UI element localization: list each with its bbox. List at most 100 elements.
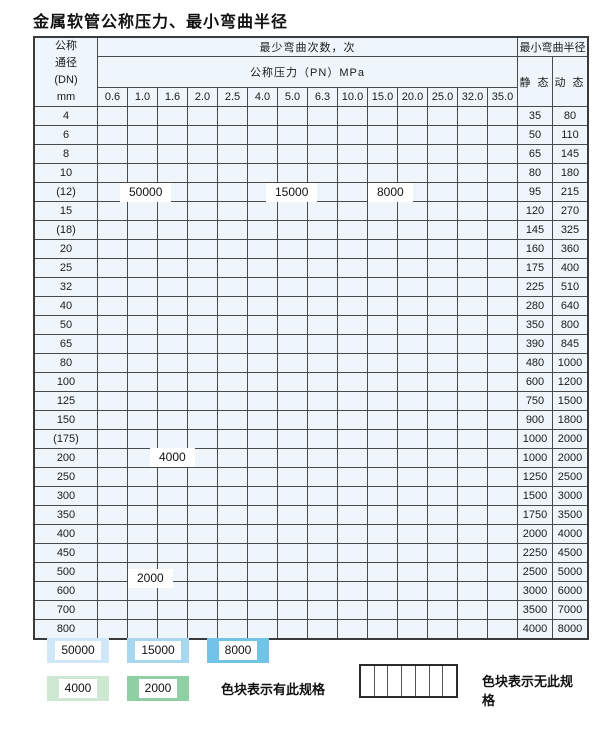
spec-cell-empty xyxy=(367,619,398,640)
spec-cell-filled xyxy=(277,277,308,297)
spec-cell-filled xyxy=(247,163,278,183)
spec-cell-empty xyxy=(337,296,368,316)
spec-cell-empty xyxy=(337,448,368,468)
spec-cell-filled xyxy=(367,106,398,126)
static-radius-value: 160 xyxy=(517,239,553,259)
spec-cell-filled xyxy=(397,163,428,183)
legend-swatch: 15000 xyxy=(127,638,189,663)
spec-cell-filled xyxy=(217,391,248,411)
spec-cell-empty xyxy=(457,600,488,620)
spec-cell-filled xyxy=(247,353,278,373)
spec-cell-empty xyxy=(367,296,398,316)
spec-cell-empty xyxy=(367,600,398,620)
radius-header: 最小弯曲半径 xyxy=(517,36,589,57)
spec-cell-empty xyxy=(397,277,428,297)
legend-swatch: 2000 xyxy=(127,676,189,701)
spec-cell-empty xyxy=(307,524,338,544)
spec-cell-filled xyxy=(97,201,128,221)
header-row-1: 公称 通径 (DN) mm 最少弯曲次数，次 最小弯曲半径 xyxy=(33,36,589,107)
spec-cell-filled xyxy=(247,486,278,506)
spec-cell-filled xyxy=(277,163,308,183)
spec-cell-empty xyxy=(277,429,308,449)
spec-cell-filled xyxy=(127,144,158,164)
dn-value: 32 xyxy=(33,277,98,297)
legend-swatch-label: 4000 xyxy=(58,679,98,698)
dn-value: (18) xyxy=(33,220,98,240)
static-radius-value: 1500 xyxy=(517,486,553,506)
spec-cell-empty xyxy=(397,315,428,335)
table-row: 15 120 270 xyxy=(33,201,589,221)
spec-cell-filled xyxy=(217,543,248,563)
spec-cell-filled xyxy=(127,201,158,221)
dn-value: 4 xyxy=(33,106,98,126)
dn-header-cell: 公称 通径 (DN) mm xyxy=(33,36,98,107)
spec-cell-filled xyxy=(337,182,368,202)
dynamic-radius-value: 8000 xyxy=(552,619,589,640)
spec-cell-filled xyxy=(97,448,128,468)
dynamic-radius-value: 845 xyxy=(552,334,589,354)
spec-cell-filled xyxy=(307,353,338,373)
spec-cell-filled xyxy=(307,277,338,297)
spec-cell-empty xyxy=(457,505,488,525)
dn-value: 350 xyxy=(33,505,98,525)
spec-cell-empty xyxy=(487,486,518,506)
spec-cell-filled xyxy=(247,239,278,259)
spec-cell-filled xyxy=(97,220,128,240)
dynamic-radius-value: 360 xyxy=(552,239,589,259)
no-spec-stripe xyxy=(416,666,430,696)
spec-cell-empty xyxy=(307,505,338,525)
spec-cell-filled xyxy=(187,562,218,582)
spec-cell-filled xyxy=(247,125,278,145)
spec-cell-filled xyxy=(127,106,158,126)
spec-cell-empty xyxy=(457,258,488,278)
grid-callout-label: 4000 xyxy=(150,448,195,467)
spec-cell-empty xyxy=(307,600,338,620)
spec-cell-empty xyxy=(457,334,488,354)
static-radius-value: 280 xyxy=(517,296,553,316)
spec-cell-filled xyxy=(217,125,248,145)
spec-cell-empty xyxy=(397,505,428,525)
spec-cell-empty xyxy=(427,619,458,640)
table-row: (175) 1000 2000 xyxy=(33,429,589,449)
spec-cell-filled xyxy=(97,505,128,525)
spec-cell-filled xyxy=(97,106,128,126)
spec-cell-empty xyxy=(367,581,398,601)
spec-cell-empty xyxy=(457,410,488,430)
spec-cell-filled xyxy=(217,277,248,297)
spec-cell-filled xyxy=(277,258,308,278)
spec-cell-empty xyxy=(457,486,488,506)
static-radius-value: 50 xyxy=(517,125,553,145)
spec-cell-filled xyxy=(217,448,248,468)
spec-cell-filled xyxy=(277,201,308,221)
spec-cell-empty xyxy=(427,543,458,563)
spec-cell-filled xyxy=(157,296,188,316)
spec-cell-filled xyxy=(157,239,188,259)
spec-cell-filled xyxy=(247,391,278,411)
spec-cell-empty xyxy=(397,600,428,620)
spec-cell-empty xyxy=(487,239,518,259)
spec-cell-filled xyxy=(337,163,368,183)
dn-value: 800 xyxy=(33,619,98,640)
spec-cell-empty xyxy=(427,239,458,259)
spec-cell-filled xyxy=(217,258,248,278)
spec-cell-empty xyxy=(397,562,428,582)
spec-cell-filled xyxy=(127,277,158,297)
dn-value: (12) xyxy=(33,182,98,202)
spec-cell-filled xyxy=(157,334,188,354)
spec-cell-filled xyxy=(187,391,218,411)
spec-cell-empty xyxy=(487,201,518,221)
spec-cell-empty xyxy=(427,429,458,449)
dynamic-radius-value: 5000 xyxy=(552,562,589,582)
dynamic-radius-value: 215 xyxy=(552,182,589,202)
spec-cell-empty xyxy=(487,163,518,183)
dynamic-radius-value: 4500 xyxy=(552,543,589,563)
spec-cell-empty xyxy=(427,448,458,468)
static-radius-value: 95 xyxy=(517,182,553,202)
spec-cell-filled xyxy=(127,391,158,411)
radius-dynamic-header: 动 态 xyxy=(552,56,589,107)
spec-cell-filled xyxy=(97,581,128,601)
spec-cell-filled xyxy=(127,220,158,240)
static-radius-value: 1250 xyxy=(517,467,553,487)
dynamic-radius-value: 270 xyxy=(552,201,589,221)
spec-cell-filled xyxy=(157,106,188,126)
